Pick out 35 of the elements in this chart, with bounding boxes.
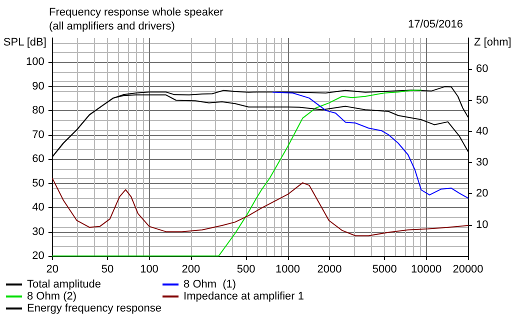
y-tick-label: 90 xyxy=(32,80,44,92)
text: 17/05/2016 xyxy=(408,18,464,30)
x-tick-label: 500 xyxy=(236,264,256,276)
legend-label: 8 Ohm (1) xyxy=(184,278,236,290)
y-tick-label: 100 xyxy=(26,56,44,68)
y2-tick-label: 10 xyxy=(476,218,488,231)
legend-label: Total amplitude xyxy=(27,278,101,290)
y-tick-label: 30 xyxy=(32,226,44,238)
y2-tick-label: 60 xyxy=(476,63,488,76)
legend-label: 8 Ohm (2) xyxy=(27,290,77,302)
x-tick-label: 5000 xyxy=(372,264,397,276)
x-tick-label: 20 xyxy=(46,264,59,276)
y2-axis-title: Z [ohm] xyxy=(474,36,512,48)
x-tick-label: 10000 xyxy=(411,264,442,276)
y2-tick-label: 30 xyxy=(476,156,488,169)
x-tick-label: 200 xyxy=(182,264,200,276)
x-tick-label: 100 xyxy=(140,264,158,276)
y2-tick-label: 20 xyxy=(476,188,488,200)
chart-subtitle: (all amplifiers and drivers) xyxy=(49,20,175,32)
x-tick-label: 1000 xyxy=(276,264,300,276)
y2-tick-label: 40 xyxy=(476,125,488,138)
x-tick-label: 50 xyxy=(101,264,114,276)
y-tick-label: 20 xyxy=(32,250,44,262)
x-tick-label: 2000 xyxy=(317,264,342,276)
y-tick-label: 50 xyxy=(32,177,44,190)
y-tick-label: 60 xyxy=(32,153,44,166)
legend-label: Impedance at amplifier 1 xyxy=(184,290,304,302)
y-tick-label: 80 xyxy=(32,104,44,117)
chart-title: Frequency response whole speaker xyxy=(49,6,224,18)
x-tick-label: 20000 xyxy=(452,264,484,276)
y2-tick-label: 50 xyxy=(476,94,488,106)
y-tick-label: 40 xyxy=(32,202,44,214)
legend-label: Energy frequency response xyxy=(27,302,162,314)
y-tick-label: 70 xyxy=(32,128,44,141)
y-axis-title: SPL [dB] xyxy=(3,36,46,48)
